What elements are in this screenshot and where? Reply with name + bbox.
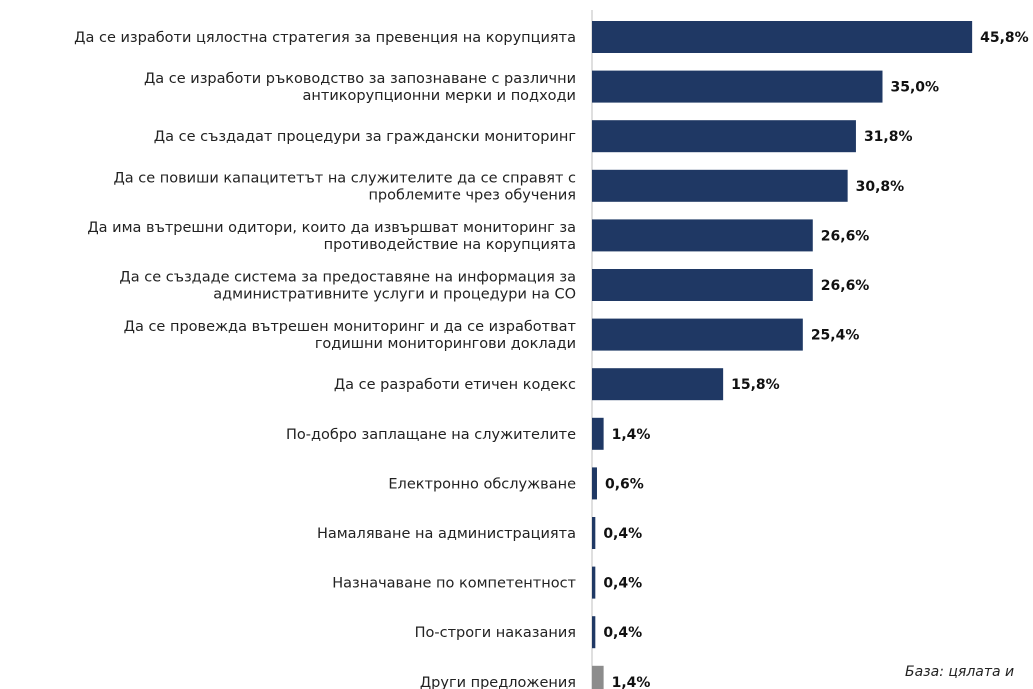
value-label: 1,4%	[612, 675, 651, 689]
category-label: Други предложения	[420, 675, 576, 689]
bar	[592, 566, 596, 599]
bars-layer: 45,8% Да се изработи цялостна стратегия з…	[74, 21, 1029, 689]
category-label: Да се създадат процедури за граждански м…	[154, 129, 576, 145]
bar	[592, 467, 597, 500]
value-label: 15,8%	[731, 377, 780, 393]
category-label: Да се създаде система за предоставяне на…	[119, 270, 576, 303]
value-label: 0,6%	[605, 476, 644, 492]
bar	[592, 70, 883, 103]
category-label: Да се провежда вътрешен мониторинг и да …	[124, 319, 577, 352]
value-label: 26,6%	[821, 228, 870, 244]
bar	[592, 219, 813, 252]
value-label: 0,4%	[603, 576, 642, 592]
value-label: 25,4%	[811, 328, 860, 344]
bar	[592, 269, 813, 301]
category-label: Да се изработи ръководство за запознаван…	[144, 71, 576, 104]
category-label: Да се разработи етичен кодекс	[334, 377, 576, 393]
value-label: 45,8%	[980, 30, 1029, 46]
value-label: 0,4%	[603, 526, 642, 542]
bar	[592, 417, 604, 450]
base-footnote: База: цялата и	[905, 664, 1015, 680]
bar	[592, 665, 604, 689]
value-label: 1,4%	[612, 427, 651, 443]
category-label: По-строги наказания	[415, 625, 576, 641]
value-label: 0,4%	[603, 625, 642, 641]
bar	[592, 21, 973, 53]
bar	[592, 517, 596, 549]
category-label: Да се изработи цялостна стратегия за пре…	[74, 30, 576, 46]
bar	[592, 120, 856, 153]
category-label: Да се повиши капацитетът на служителите …	[113, 170, 576, 203]
bar	[592, 368, 724, 401]
value-label: 35,0%	[891, 80, 940, 96]
bar	[592, 318, 803, 351]
value-label: 31,8%	[864, 129, 913, 145]
category-label: Електронно обслужване	[388, 476, 576, 492]
bar	[592, 616, 596, 649]
category-label: Намаляване на администрацията	[317, 526, 576, 542]
bar	[592, 169, 848, 202]
category-label: По-добро заплащане на служителите	[286, 427, 576, 443]
category-label: Назначаване по компетентност	[332, 576, 576, 592]
value-label: 30,8%	[856, 179, 905, 195]
value-label: 26,6%	[821, 278, 870, 294]
category-label: Да има вътрешни одитори, които да извърш…	[87, 220, 576, 253]
